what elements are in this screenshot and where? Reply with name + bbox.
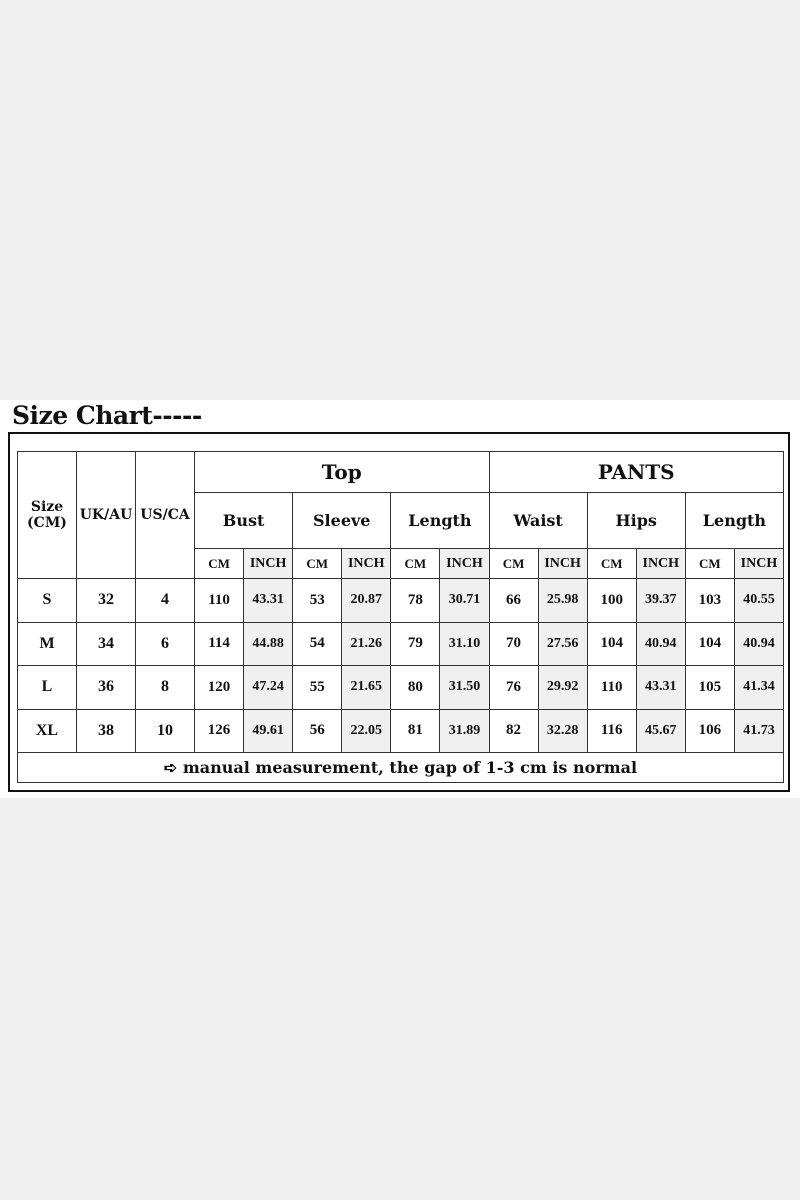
cm-value-cell: 81	[390, 708, 441, 753]
inch-value-cell: 39.37	[635, 578, 686, 623]
unit-cm: CM	[586, 548, 637, 579]
cm-value-cell: 110	[586, 665, 637, 710]
unit-header-row: CM INCH CM INCH CM INCH CM INCH CM INCH CM INCH	[18, 548, 784, 579]
cm-value-cell: 78	[390, 578, 441, 623]
chart-frame	[8, 432, 790, 792]
unit-inch: INCH	[243, 548, 294, 579]
unit-inch: INCH	[439, 548, 490, 579]
header-size: Size (CM)	[17, 451, 77, 579]
inch-value-cell: 40.55	[733, 578, 784, 623]
cm-value-cell: 79	[390, 621, 441, 666]
inch-value-cell: 29.92	[537, 665, 588, 710]
unit-inch: INCH	[341, 548, 392, 579]
us-ca-cell: 4	[135, 578, 195, 623]
header-measure-sleeve: Sleeve	[292, 492, 392, 549]
cm-value-cell: 76	[488, 665, 539, 710]
cm-value-cell: 82	[488, 708, 539, 753]
cm-value-cell: 120	[193, 665, 245, 710]
inch-value-cell: 41.34	[733, 665, 784, 710]
header-measure-length: Length	[684, 492, 784, 549]
inch-value-cell: 22.05	[341, 708, 392, 753]
cm-value-cell: 116	[586, 708, 637, 753]
inch-value-cell: 27.56	[537, 621, 588, 666]
size-cell: S	[17, 578, 77, 623]
table-row: S 32 4 110 43.31 53 20.87 78 30.71 66 25.98 100 39.3…	[17, 578, 784, 623]
inch-value-cell: 25.98	[537, 578, 588, 623]
cm-value-cell: 110	[193, 578, 245, 623]
unit-cm: CM	[488, 548, 539, 579]
right-arrow-icon: ➪	[163, 758, 178, 777]
inch-value-cell: 32.28	[537, 708, 588, 753]
size-cell: XL	[17, 708, 77, 753]
cm-value-cell: 103	[684, 578, 735, 623]
us-ca-cell: 6	[135, 621, 195, 666]
unit-cm: CM	[390, 548, 441, 579]
cm-value-cell: 53	[292, 578, 343, 623]
unit-cm: CM	[292, 548, 343, 579]
size-cell: L	[17, 665, 77, 710]
table-row: M 34 6 114 44.88 54 21.26 79 31.10 70 27.56 104 40.9…	[17, 621, 784, 666]
inch-value-cell: 40.94	[733, 621, 784, 666]
cm-value-cell: 105	[684, 665, 735, 710]
cm-value-cell: 56	[292, 708, 343, 753]
cm-value-cell: 70	[488, 621, 539, 666]
measure-header-row: Bust Sleeve Length Waist Hips Length	[18, 492, 784, 549]
uk-au-cell: 36	[76, 665, 136, 710]
inch-value-cell: 30.71	[439, 578, 490, 623]
us-ca-cell: 10	[135, 708, 195, 753]
cm-value-cell: 66	[488, 578, 539, 623]
header-us-ca: US/CA	[135, 451, 195, 579]
inch-value-cell: 45.67	[635, 708, 686, 753]
footer-row: ➪ manual measurement, the gap of 1-3 cm …	[17, 752, 784, 783]
cm-value-cell: 114	[193, 621, 245, 666]
uk-au-cell: 32	[76, 578, 136, 623]
footer-note: ➪ manual measurement, the gap of 1-3 cm …	[17, 752, 784, 783]
cm-value-cell: 104	[586, 621, 637, 666]
unit-cm: CM	[193, 548, 245, 579]
inch-value-cell: 47.24	[243, 665, 294, 710]
inch-value-cell: 40.94	[635, 621, 686, 666]
header-uk-au: UK/AU	[76, 451, 136, 579]
inch-value-cell: 21.26	[341, 621, 392, 666]
page-title: Size Chart-----	[12, 401, 202, 430]
size-cell: M	[17, 621, 77, 666]
unit-inch: INCH	[537, 548, 588, 579]
inch-value-cell: 43.31	[635, 665, 686, 710]
footer-text: manual measurement, the gap of 1-3 cm is…	[182, 758, 638, 777]
cm-value-cell: 126	[193, 708, 245, 753]
inch-value-cell: 21.65	[341, 665, 392, 710]
group-header-row: Size (CM) UK/AU US/CA Top PANTS	[17, 451, 784, 579]
inch-value-cell: 31.89	[439, 708, 490, 753]
inch-value-cell: 20.87	[341, 578, 392, 623]
uk-au-cell: 38	[76, 708, 136, 753]
cm-value-cell: 100	[586, 578, 637, 623]
cm-value-cell: 106	[684, 708, 735, 753]
header-measure-length: Length	[390, 492, 490, 549]
cm-value-cell: 55	[292, 665, 343, 710]
inch-value-cell: 31.10	[439, 621, 490, 666]
unit-cm: CM	[684, 548, 735, 579]
inch-value-cell: 31.50	[439, 665, 490, 710]
header-top: Top	[194, 451, 490, 493]
unit-inch: INCH	[635, 548, 686, 579]
cm-value-cell: 104	[684, 621, 735, 666]
us-ca-cell: 8	[135, 665, 195, 710]
header-measure-waist: Waist	[488, 492, 588, 549]
cm-value-cell: 54	[292, 621, 343, 666]
inch-value-cell: 43.31	[243, 578, 294, 623]
table-row: XL 38 10 126 49.61 56 22.05 81 31.89 82 32.28 116 45…	[17, 708, 784, 753]
inch-value-cell: 44.88	[243, 621, 294, 666]
inch-value-cell: 41.73	[733, 708, 784, 753]
table-row: L 36 8 120 47.24 55 21.65 80 31.50 76 29.92 110 43.3…	[17, 665, 784, 710]
header-measure-bust: Bust	[193, 492, 294, 549]
size-chart-table: Size (CM) UK/AU US/CA Top PANTS Bust Slee…	[17, 451, 784, 783]
uk-au-cell: 34	[76, 621, 136, 666]
cm-value-cell: 80	[390, 665, 441, 710]
unit-inch: INCH	[733, 548, 784, 579]
inch-value-cell: 49.61	[243, 708, 294, 753]
header-pants: PANTS	[488, 451, 784, 493]
header-measure-hips: Hips	[586, 492, 686, 549]
